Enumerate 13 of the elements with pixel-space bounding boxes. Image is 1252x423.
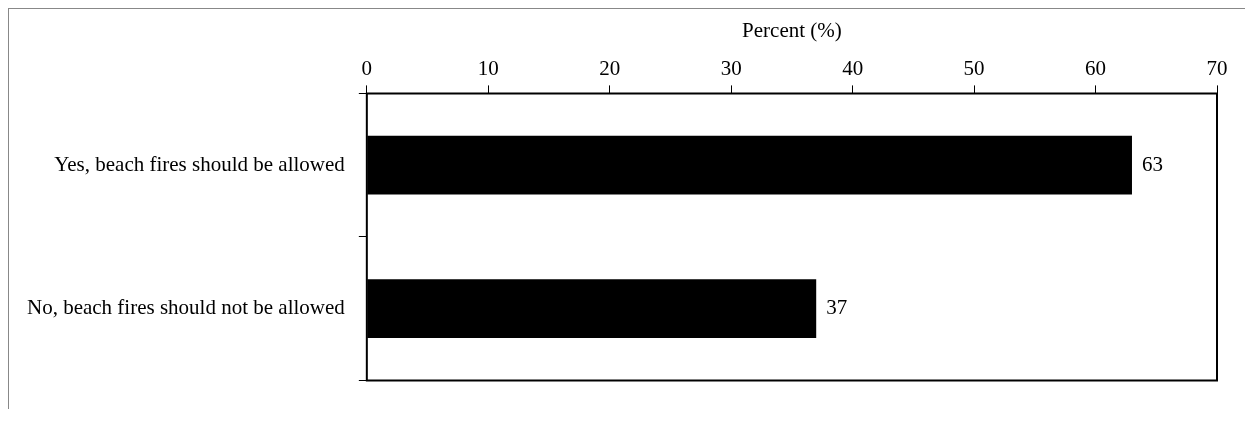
x-tick-label: 30 bbox=[720, 56, 742, 81]
data-label: 63 bbox=[1141, 151, 1163, 176]
data-label: 37 bbox=[826, 295, 848, 320]
y-tick-label: No, beach fires should not be allowed bbox=[26, 295, 346, 320]
x-tick-label: 40 bbox=[842, 56, 864, 81]
x-tick-label: 50 bbox=[963, 56, 985, 81]
x-tick-label: 10 bbox=[477, 56, 499, 81]
x-tick-label: 70 bbox=[1206, 56, 1228, 81]
x-tick-label: 0 bbox=[361, 56, 373, 81]
x-tick-label: 20 bbox=[599, 56, 621, 81]
x-tick-label: 60 bbox=[1085, 56, 1107, 81]
x-axis-title: Percent (%) bbox=[742, 18, 842, 43]
y-tick-label: Yes, beach fires should be allowed bbox=[54, 151, 346, 176]
